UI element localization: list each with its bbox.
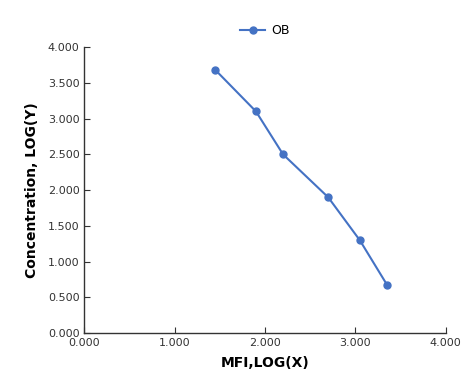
Line: OB: OB bbox=[212, 67, 390, 288]
OB bbox=[325, 195, 331, 200]
OB bbox=[280, 152, 286, 157]
OB bbox=[357, 238, 363, 243]
X-axis label: MFI,LOG(X): MFI,LOG(X) bbox=[220, 356, 310, 370]
OB bbox=[384, 282, 390, 287]
Legend: OB: OB bbox=[235, 19, 295, 42]
Y-axis label: Concentration, LOG(Y): Concentration, LOG(Y) bbox=[25, 102, 39, 278]
OB bbox=[212, 67, 218, 72]
OB bbox=[253, 109, 259, 114]
